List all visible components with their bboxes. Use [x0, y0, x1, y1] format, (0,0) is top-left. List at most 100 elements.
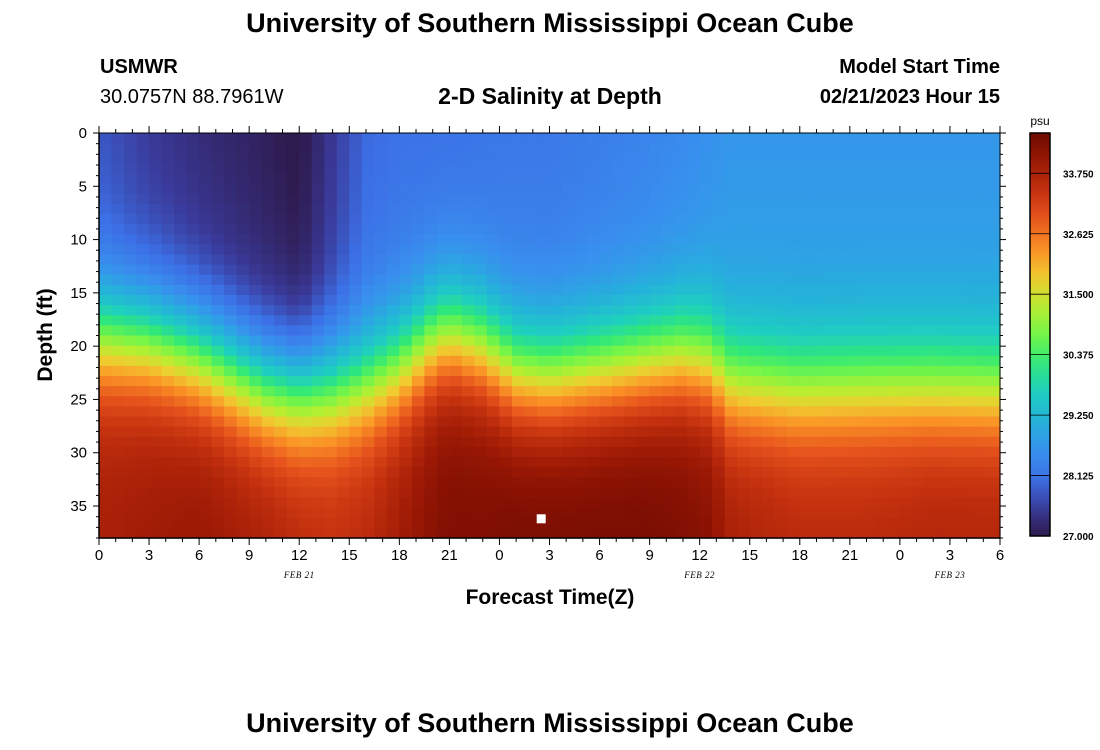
heatmap-cell	[912, 376, 926, 387]
heatmap-cell	[399, 224, 413, 235]
heatmap-cell	[637, 345, 651, 357]
heatmap-cell	[449, 284, 463, 296]
heatmap-cell	[161, 305, 175, 316]
heatmap-cell	[887, 274, 901, 286]
heatmap-cell	[787, 305, 801, 316]
heatmap-cell	[336, 507, 350, 519]
heatmap-cell	[737, 214, 751, 225]
heatmap-cell	[474, 305, 488, 316]
heatmap-cell	[461, 446, 476, 458]
heatmap-cell	[411, 477, 425, 488]
heatmap-cell	[862, 244, 876, 256]
heatmap-cell	[987, 436, 1001, 448]
heatmap-cell	[937, 507, 951, 519]
heatmap-cell	[824, 396, 838, 407]
heatmap-cell	[249, 133, 263, 144]
heatmap-cell	[224, 497, 238, 509]
heatmap-cell	[436, 487, 450, 499]
heatmap-cell	[637, 173, 651, 185]
heatmap-cell	[899, 487, 913, 499]
heatmap-cell	[562, 386, 576, 397]
heatmap-cell	[637, 365, 651, 377]
heatmap-cell	[386, 457, 400, 468]
heatmap-cell	[799, 234, 813, 245]
heatmap-cell	[374, 325, 388, 337]
heatmap-cell	[374, 355, 388, 367]
heatmap-cell	[111, 133, 125, 144]
heatmap-cell	[624, 345, 638, 357]
heatmap-cell	[587, 376, 601, 387]
heatmap-cell	[874, 527, 888, 539]
heatmap-cell	[712, 325, 726, 337]
heatmap-cell	[962, 133, 976, 144]
heatmap-cell	[849, 477, 863, 488]
heatmap-cell	[687, 163, 701, 175]
heatmap-cell	[411, 234, 425, 245]
heatmap-cell	[562, 406, 576, 418]
heatmap-cell	[937, 436, 951, 448]
heatmap-cell	[674, 487, 688, 499]
heatmap-cell	[461, 284, 476, 296]
heatmap-cell	[674, 396, 688, 407]
heatmap-cell	[486, 325, 501, 337]
heatmap-cell	[749, 507, 763, 519]
heatmap-cell	[436, 345, 450, 357]
heatmap-cell	[724, 244, 738, 256]
heatmap-cell	[949, 376, 964, 387]
heatmap-cell	[499, 214, 513, 225]
heatmap-cell	[787, 365, 801, 377]
heatmap-cell	[687, 457, 701, 468]
heatmap-cell	[624, 143, 638, 154]
heatmap-cell	[524, 365, 538, 377]
heatmap-cell	[124, 436, 138, 448]
heatmap-cell	[912, 527, 926, 539]
heatmap-cell	[124, 457, 138, 468]
heatmap-cell	[486, 264, 501, 276]
heatmap-cell	[499, 234, 513, 245]
heatmap-cell	[849, 295, 863, 306]
heatmap-cell	[949, 244, 964, 256]
heatmap-cell	[824, 457, 838, 468]
heatmap-cell	[336, 244, 350, 256]
heatmap-cell	[762, 163, 776, 175]
heatmap-cell	[837, 426, 851, 438]
heatmap-cell	[637, 153, 651, 164]
heatmap-cell	[687, 396, 701, 407]
heatmap-cell	[612, 264, 626, 276]
heatmap-cell	[924, 335, 939, 347]
heatmap-cell	[149, 173, 163, 185]
heatmap-cell	[474, 335, 488, 347]
heatmap-cell	[499, 133, 513, 144]
heatmap-cell	[536, 295, 551, 306]
heatmap-cell	[461, 386, 476, 397]
heatmap-cell	[824, 274, 838, 286]
heatmap-cell	[924, 173, 939, 185]
heatmap-cell	[637, 446, 651, 458]
heatmap-cell	[524, 406, 538, 418]
heatmap-cell	[924, 315, 939, 326]
heatmap-cell	[974, 305, 989, 316]
heatmap-cell	[612, 274, 626, 286]
heatmap-cell	[149, 436, 163, 448]
colorbar: 27.00028.12529.25030.37531.50032.62533.7…	[1029, 132, 1094, 543]
heatmap-cell	[887, 477, 901, 488]
heatmap-cell	[724, 355, 738, 367]
heatmap-cell	[324, 386, 338, 397]
heatmap-cell	[599, 203, 613, 215]
station-marker	[536, 514, 546, 524]
heatmap-cell	[174, 133, 188, 144]
heatmap-cell	[199, 507, 213, 519]
heatmap-cell	[286, 386, 300, 397]
heatmap-cell	[299, 305, 313, 316]
heatmap-cell	[874, 467, 888, 478]
heatmap-cell	[461, 376, 476, 387]
heatmap-cell	[136, 173, 150, 185]
heatmap-cell	[199, 396, 213, 407]
heatmap-cell	[524, 153, 538, 164]
heatmap-cell	[849, 436, 863, 448]
heatmap-cell	[149, 396, 163, 407]
heatmap-cell	[249, 487, 263, 499]
heatmap-cell	[424, 467, 438, 478]
heatmap-cell	[136, 203, 150, 215]
heatmap-cell	[649, 517, 663, 529]
